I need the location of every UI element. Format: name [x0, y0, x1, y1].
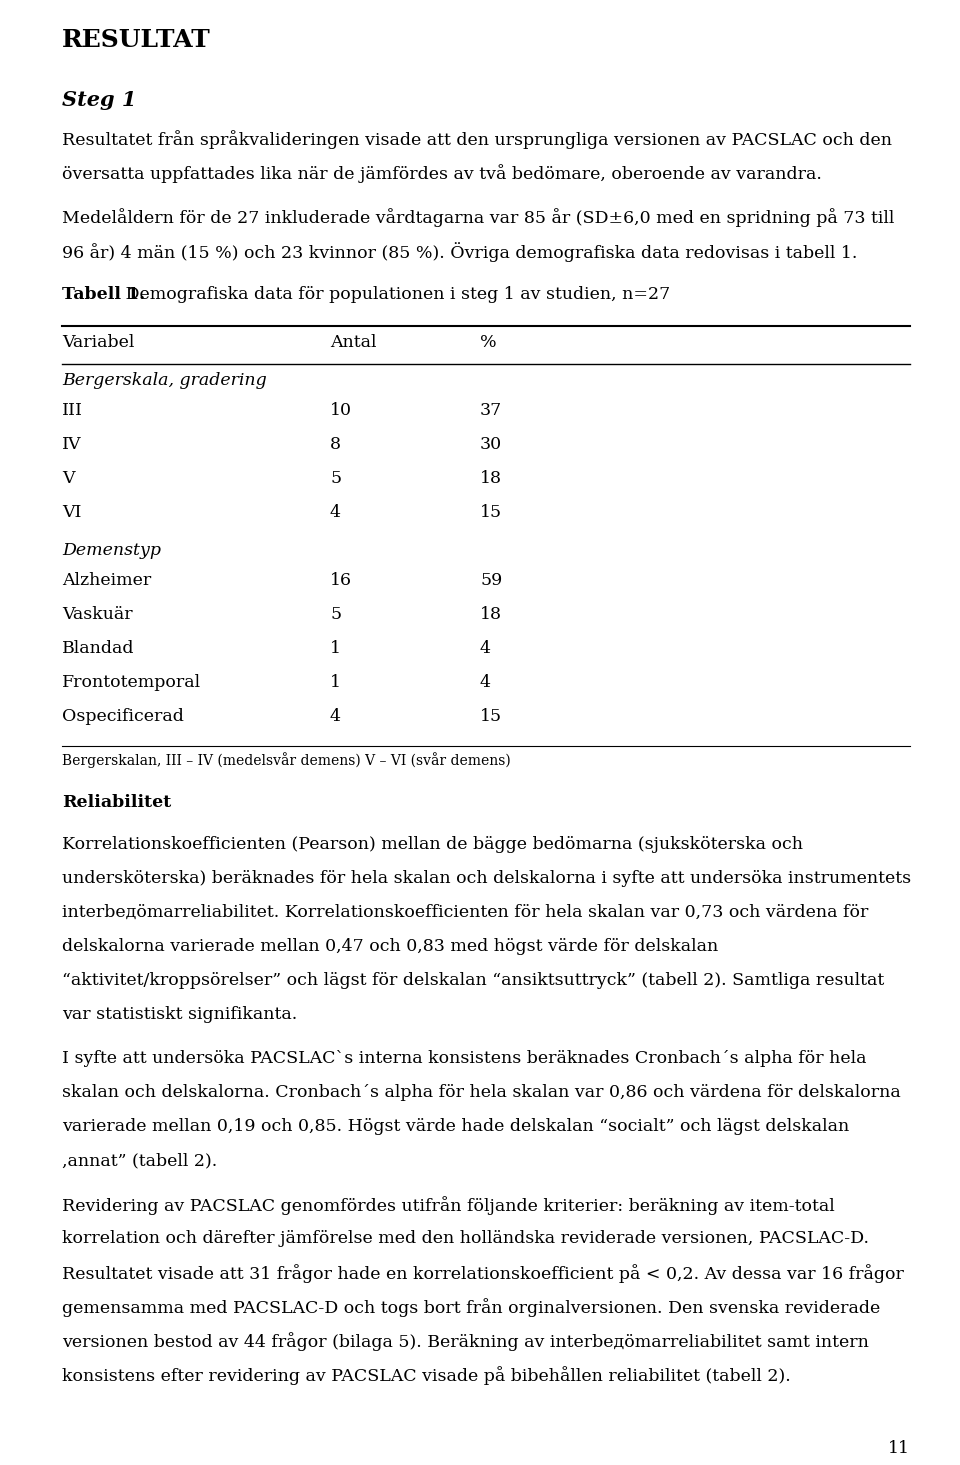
Text: 10: 10 — [330, 401, 352, 419]
Text: Korrelationskoefficienten (Pearson) mellan de bägge bedömarna (sjuksköterska och: Korrelationskoefficienten (Pearson) mell… — [62, 837, 803, 853]
Text: korrelation och därefter jämförelse med den holländska reviderade versionen, PAC: korrelation och därefter jämförelse med … — [62, 1231, 869, 1247]
Text: Reliabilitet: Reliabilitet — [62, 794, 171, 812]
Text: Alzheimer: Alzheimer — [62, 571, 152, 589]
Text: konsistens efter revidering av PACSLAC visade på bibehållen reliabilitet (tabell: konsistens efter revidering av PACSLAC v… — [62, 1365, 791, 1384]
Text: 59: 59 — [480, 571, 502, 589]
Text: Steg 1: Steg 1 — [62, 89, 136, 110]
Text: 11: 11 — [888, 1440, 910, 1458]
Text: interbедömarreliabilitet. Korrelationskoefficienten för hela skalan var 0,73 och: interbедömarreliabilitet. Korrelationsko… — [62, 904, 869, 921]
Text: 4: 4 — [330, 708, 341, 725]
Text: 18: 18 — [480, 607, 502, 623]
Text: III: III — [62, 401, 83, 419]
Text: Demografiska data för populationen i steg 1 av studien, n=27: Demografiska data för populationen i ste… — [120, 286, 670, 303]
Text: Resultatet visade att 31 frågor hade en korrelationskoefficient på < 0,2. Av des: Resultatet visade att 31 frågor hade en … — [62, 1264, 904, 1283]
Text: 15: 15 — [480, 708, 502, 725]
Text: gemensamma med PACSLAC-D och togs bort från orginalversionen. Den svenska revide: gemensamma med PACSLAC-D och togs bort f… — [62, 1298, 880, 1317]
Text: VI: VI — [62, 504, 82, 522]
Text: 15: 15 — [480, 504, 502, 522]
Text: Variabel: Variabel — [62, 334, 134, 352]
Text: Vaskuär: Vaskuär — [62, 607, 132, 623]
Text: Ospecificerad: Ospecificerad — [62, 708, 184, 725]
Text: Medelåldern för de 27 inkluderade vårdtagarna var 85 år (SD±6,0 med en spridning: Medelåldern för de 27 inkluderade vårdta… — [62, 208, 895, 227]
Text: Blandad: Blandad — [62, 640, 134, 656]
Text: Antal: Antal — [330, 334, 376, 352]
Text: I syfte att undersöka PACSLAC`s interna konsistens beräknades Cronbach´s alpha f: I syfte att undersöka PACSLAC`s interna … — [62, 1050, 867, 1067]
Text: ‚annat” (tabell 2).: ‚annat” (tabell 2). — [62, 1151, 217, 1169]
Text: Resultatet från språkvalideringen visade att den ursprungliga versionen av PACSL: Resultatet från språkvalideringen visade… — [62, 130, 892, 149]
Text: Frontotemporal: Frontotemporal — [62, 674, 202, 691]
Text: “aktivitet/kroppsörelser” och lägst för delskalan “ansiktsuttryck” (tabell 2). S: “aktivitet/kroppsörelser” och lägst för … — [62, 971, 884, 989]
Text: 4: 4 — [480, 674, 491, 691]
Text: 4: 4 — [330, 504, 341, 522]
Text: undersköterska) beräknades för hela skalan och delskalorna i syfte att undersöka: undersköterska) beräknades för hela skal… — [62, 870, 911, 886]
Text: 18: 18 — [480, 470, 502, 486]
Text: skalan och delskalorna. Cronbach´s alpha för hela skalan var 0,86 och värdena fö: skalan och delskalorna. Cronbach´s alpha… — [62, 1084, 900, 1102]
Text: varierade mellan 0,19 och 0,85. Högst värde hade delskalan “socialt” och lägst d: varierade mellan 0,19 och 0,85. Högst vä… — [62, 1118, 850, 1135]
Text: 96 år) 4 män (15 %) och 23 kvinnor (85 %). Övriga demografiska data redovisas i : 96 år) 4 män (15 %) och 23 kvinnor (85 %… — [62, 242, 857, 262]
Text: Revidering av PACSLAC genomfördes utifrån följande kriterier: beräkning av item-: Revidering av PACSLAC genomfördes utifrå… — [62, 1195, 835, 1214]
Text: 1: 1 — [330, 640, 341, 656]
Text: Tabell 1.: Tabell 1. — [62, 286, 145, 303]
Text: översatta uppfattades lika när de jämfördes av två bedömare, oberoende av varand: översatta uppfattades lika när de jämför… — [62, 164, 822, 183]
Text: 30: 30 — [480, 437, 502, 453]
Text: 8: 8 — [330, 437, 341, 453]
Text: versionen bestod av 44 frågor (bilaga 5). Beräkning av interbедömarreliabilitet : versionen bestod av 44 frågor (bilaga 5)… — [62, 1332, 869, 1351]
Text: Bergerskala, gradering: Bergerskala, gradering — [62, 372, 267, 390]
Text: 5: 5 — [330, 607, 341, 623]
Text: delskalorna varierade mellan 0,47 och 0,83 med högst värde för delskalan: delskalorna varierade mellan 0,47 och 0,… — [62, 938, 718, 955]
Text: 4: 4 — [480, 640, 491, 656]
Text: IV: IV — [62, 437, 82, 453]
Text: var statistiskt signifikanta.: var statistiskt signifikanta. — [62, 1006, 298, 1023]
Text: %: % — [480, 334, 496, 352]
Text: Demenstyp: Demenstyp — [62, 542, 161, 560]
Text: V: V — [62, 470, 75, 486]
Text: 1: 1 — [330, 674, 341, 691]
Text: 16: 16 — [330, 571, 352, 589]
Text: RESULTAT: RESULTAT — [62, 28, 211, 51]
Text: 5: 5 — [330, 470, 341, 486]
Text: Bergerskalan, III – IV (medelsvår demens) V – VI (svår demens): Bergerskalan, III – IV (medelsvår demens… — [62, 752, 511, 768]
Text: 37: 37 — [480, 401, 502, 419]
